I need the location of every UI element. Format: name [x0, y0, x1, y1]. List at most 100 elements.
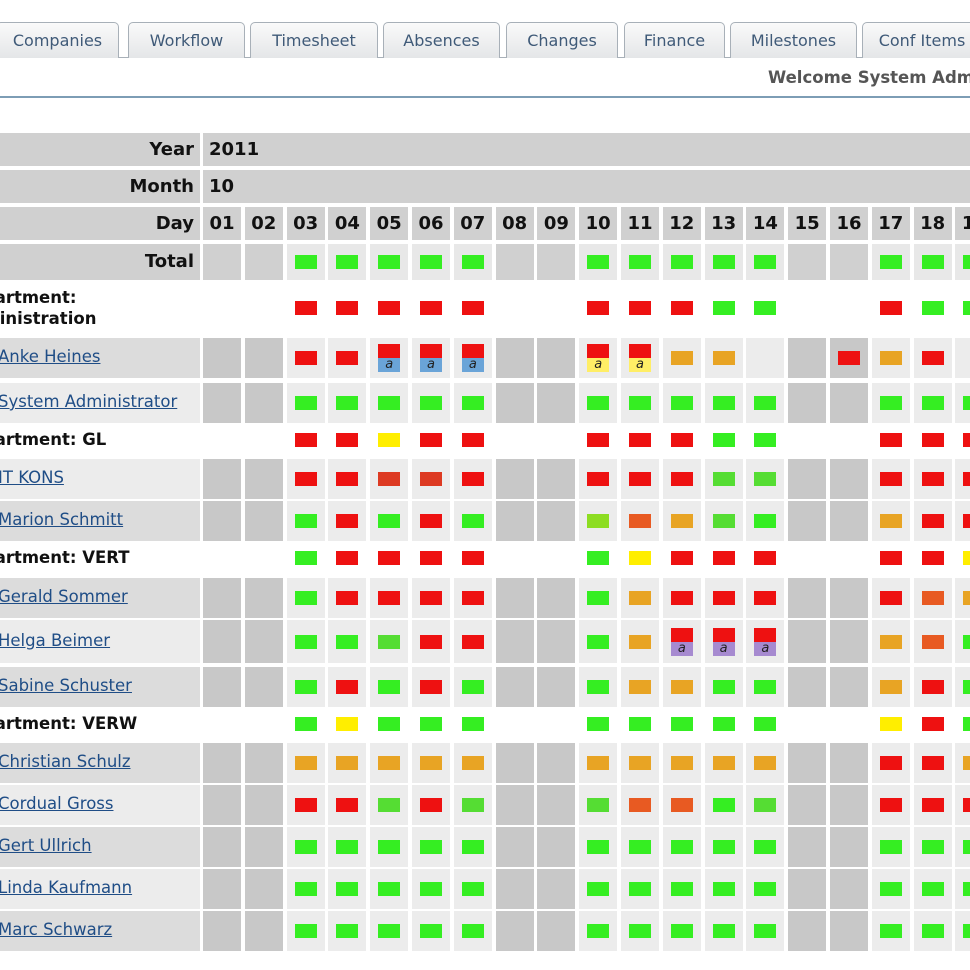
day-cell	[872, 543, 910, 573]
status	[670, 840, 693, 854]
status	[670, 798, 693, 812]
day-cell	[412, 383, 450, 423]
person-link[interactable]: Christian Schulz	[0, 752, 131, 771]
status	[921, 924, 944, 938]
day-cell	[704, 785, 743, 825]
tab[interactable]: Workflow	[128, 22, 245, 58]
status	[963, 255, 970, 269]
status	[461, 717, 484, 731]
day-cell	[914, 425, 952, 455]
department-label: Department: VERW	[0, 714, 138, 733]
person-link[interactable]: Gert Ullrich	[0, 836, 92, 855]
tab[interactable]: Milestones	[730, 22, 857, 58]
status	[629, 344, 651, 358]
status	[712, 717, 735, 731]
status	[754, 717, 777, 731]
status	[629, 756, 651, 770]
row-label-bg	[0, 383, 200, 423]
status	[378, 591, 401, 605]
status	[587, 634, 610, 649]
status	[587, 301, 610, 315]
day-cell	[788, 743, 827, 783]
person-link[interactable]: Linda Kaufmann	[0, 878, 133, 897]
tab[interactable]: Conf Items	[862, 22, 970, 58]
person-link[interactable]: IT KONS	[0, 468, 64, 487]
day-cell	[788, 620, 827, 663]
day-cell	[579, 709, 617, 739]
status	[629, 591, 651, 605]
day-cell	[495, 869, 534, 909]
tab[interactable]: Timesheet	[250, 22, 378, 58]
status	[629, 514, 651, 528]
day-cell	[955, 543, 970, 573]
day-cell	[830, 501, 868, 541]
status	[336, 255, 359, 269]
tab[interactable]: Absences	[383, 22, 500, 58]
day-cell	[663, 425, 701, 455]
header-rule	[0, 96, 970, 98]
status	[712, 551, 735, 565]
person-link[interactable]: Cordual Gross	[0, 794, 114, 813]
day-cell: a	[579, 338, 618, 378]
person-link[interactable]: Sabine Schuster	[0, 676, 132, 695]
day-cell	[746, 785, 785, 825]
person-link[interactable]: Gerald Sommer	[0, 587, 128, 606]
status	[879, 591, 902, 605]
day-cell	[328, 459, 367, 499]
day-cell	[746, 578, 785, 618]
status	[879, 634, 902, 649]
status	[587, 433, 610, 447]
status	[294, 591, 317, 605]
status	[754, 882, 777, 896]
status	[587, 396, 610, 410]
day-cell	[704, 578, 743, 618]
day-cell	[746, 501, 785, 541]
tab[interactable]: Changes	[506, 22, 618, 58]
person-link[interactable]: System Administrator	[0, 392, 178, 411]
day-cell	[914, 284, 952, 332]
status	[712, 591, 735, 605]
day-cell	[788, 827, 827, 867]
day-cell	[621, 459, 659, 499]
status	[921, 351, 944, 365]
day-cell	[871, 827, 910, 867]
day-cell	[788, 911, 827, 951]
person-link[interactable]: Marion Schmitt	[0, 510, 124, 529]
person-link[interactable]: Marc Schwarz	[0, 920, 113, 939]
row-label-bg	[0, 869, 200, 909]
day-cell	[412, 425, 450, 455]
day-cell	[746, 911, 785, 951]
day-cell	[370, 743, 409, 783]
person-link[interactable]: Helga Beimer	[0, 630, 111, 650]
day-cell	[495, 743, 534, 783]
tab[interactable]: Companies	[0, 22, 119, 58]
day-cell	[746, 827, 785, 867]
day-cell	[286, 869, 325, 909]
status	[712, 396, 735, 410]
status	[420, 717, 442, 731]
day-cell	[913, 338, 952, 378]
status	[712, 472, 735, 486]
day-cell	[496, 543, 534, 573]
day-cell	[955, 743, 970, 783]
status	[712, 680, 735, 694]
status	[420, 301, 442, 315]
status	[754, 680, 777, 694]
day-cell	[955, 425, 970, 455]
day-cell	[621, 667, 659, 707]
day-cell	[746, 244, 785, 280]
day-cell	[244, 383, 283, 423]
day-cell	[286, 578, 325, 618]
status	[461, 680, 484, 694]
day-cell	[412, 578, 450, 618]
status	[754, 627, 777, 642]
status	[294, 433, 317, 447]
status	[670, 301, 693, 315]
status	[629, 924, 651, 938]
tab[interactable]: Finance	[624, 22, 725, 58]
day-cell	[537, 827, 576, 867]
day-cell	[287, 284, 325, 332]
status	[712, 840, 735, 854]
person-link[interactable]: Anke Heines	[0, 347, 101, 366]
month-label: Month	[0, 170, 200, 203]
